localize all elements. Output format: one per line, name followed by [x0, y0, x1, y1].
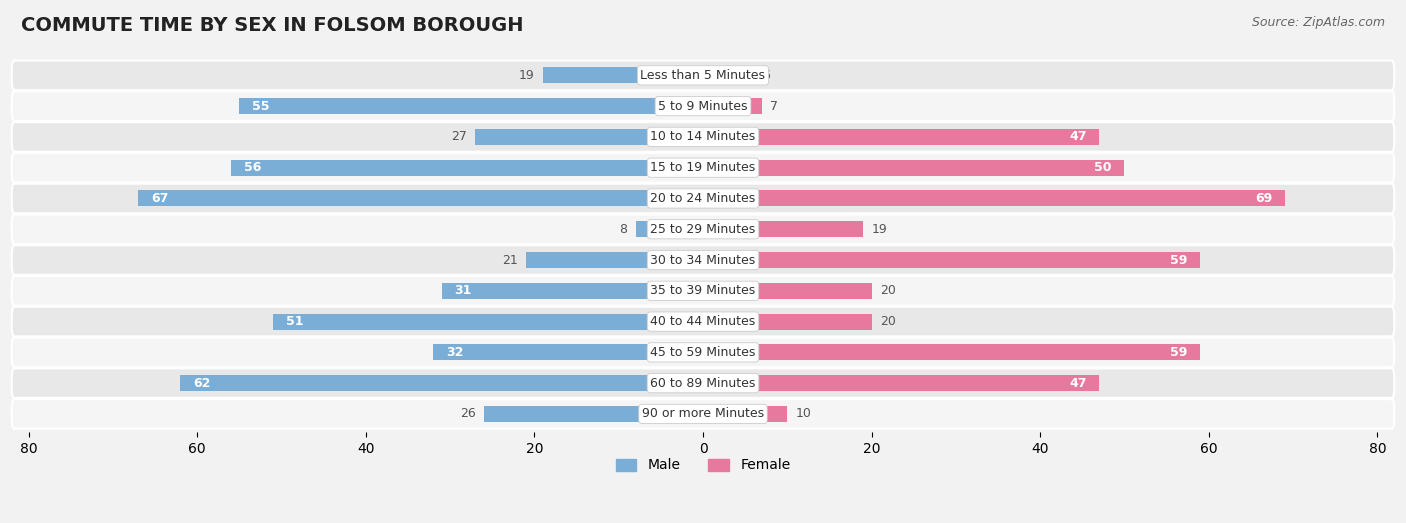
FancyBboxPatch shape	[11, 245, 1395, 275]
Text: 90 or more Minutes: 90 or more Minutes	[643, 407, 763, 420]
Bar	[231, 160, 703, 176]
Text: COMMUTE TIME BY SEX IN FOLSOM BOROUGH: COMMUTE TIME BY SEX IN FOLSOM BOROUGH	[21, 16, 523, 35]
Text: 5 to 9 Minutes: 5 to 9 Minutes	[658, 99, 748, 112]
Bar	[273, 314, 703, 329]
Bar	[703, 283, 872, 299]
Bar	[703, 314, 872, 329]
Text: 60 to 89 Minutes: 60 to 89 Minutes	[651, 377, 755, 390]
Text: 20 to 24 Minutes: 20 to 24 Minutes	[651, 192, 755, 205]
FancyBboxPatch shape	[11, 214, 1395, 244]
Text: 62: 62	[193, 377, 211, 390]
Text: 45 to 59 Minutes: 45 to 59 Minutes	[651, 346, 755, 359]
FancyBboxPatch shape	[11, 153, 1395, 183]
Bar	[703, 98, 762, 114]
FancyBboxPatch shape	[11, 307, 1395, 336]
Bar	[703, 252, 1201, 268]
FancyBboxPatch shape	[11, 184, 1395, 213]
Bar	[441, 283, 703, 299]
FancyBboxPatch shape	[11, 92, 1395, 121]
Bar	[636, 221, 703, 237]
FancyBboxPatch shape	[11, 61, 1395, 90]
Text: Source: ZipAtlas.com: Source: ZipAtlas.com	[1251, 16, 1385, 29]
FancyBboxPatch shape	[11, 399, 1395, 429]
Bar	[180, 375, 703, 391]
Text: 19: 19	[519, 69, 534, 82]
FancyBboxPatch shape	[11, 122, 1395, 152]
Text: 31: 31	[454, 285, 471, 297]
Text: 56: 56	[243, 161, 262, 174]
Bar	[484, 406, 703, 422]
FancyBboxPatch shape	[11, 368, 1395, 398]
Text: 21: 21	[502, 254, 517, 267]
Bar	[433, 344, 703, 360]
Text: 50: 50	[1094, 161, 1112, 174]
Text: 40 to 44 Minutes: 40 to 44 Minutes	[651, 315, 755, 328]
Legend: Male, Female: Male, Female	[610, 453, 796, 478]
Text: 47: 47	[1069, 130, 1087, 143]
Text: 59: 59	[1170, 254, 1188, 267]
Text: 7: 7	[770, 99, 779, 112]
Text: 26: 26	[460, 407, 475, 420]
Bar	[703, 190, 1285, 207]
Bar	[138, 190, 703, 207]
Bar	[703, 221, 863, 237]
Text: 6: 6	[762, 69, 770, 82]
FancyBboxPatch shape	[11, 338, 1395, 367]
Bar	[703, 344, 1201, 360]
Bar	[703, 375, 1099, 391]
Text: 35 to 39 Minutes: 35 to 39 Minutes	[651, 285, 755, 297]
Text: 19: 19	[872, 223, 887, 236]
Text: 20: 20	[880, 285, 896, 297]
Text: 51: 51	[285, 315, 304, 328]
Text: 67: 67	[150, 192, 169, 205]
Bar	[703, 160, 1125, 176]
Bar	[239, 98, 703, 114]
Bar	[703, 406, 787, 422]
Text: 27: 27	[451, 130, 467, 143]
Text: 59: 59	[1170, 346, 1188, 359]
Text: 55: 55	[252, 99, 270, 112]
Bar	[475, 129, 703, 145]
Text: 32: 32	[446, 346, 463, 359]
Text: 25 to 29 Minutes: 25 to 29 Minutes	[651, 223, 755, 236]
Text: 15 to 19 Minutes: 15 to 19 Minutes	[651, 161, 755, 174]
Text: 10: 10	[796, 407, 811, 420]
Bar	[543, 67, 703, 83]
Text: 69: 69	[1254, 192, 1272, 205]
Text: 20: 20	[880, 315, 896, 328]
Text: Less than 5 Minutes: Less than 5 Minutes	[641, 69, 765, 82]
Bar	[703, 67, 754, 83]
Text: 47: 47	[1069, 377, 1087, 390]
Text: 8: 8	[619, 223, 627, 236]
FancyBboxPatch shape	[11, 276, 1395, 305]
Text: 10 to 14 Minutes: 10 to 14 Minutes	[651, 130, 755, 143]
Bar	[703, 129, 1099, 145]
Bar	[526, 252, 703, 268]
Text: 30 to 34 Minutes: 30 to 34 Minutes	[651, 254, 755, 267]
